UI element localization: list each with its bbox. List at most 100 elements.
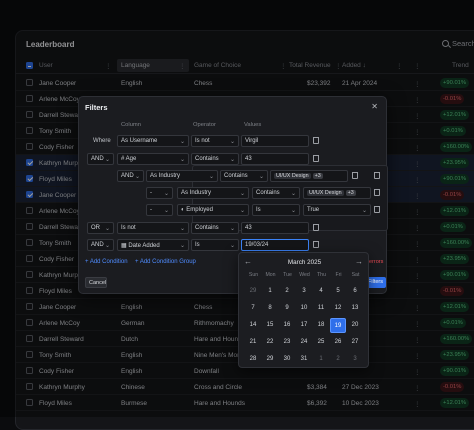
row-checkbox[interactable] <box>26 351 33 358</box>
calendar-day[interactable]: 1 <box>268 288 272 294</box>
row-menu-icon[interactable]: ⋮ <box>414 96 421 104</box>
col-revenue-menu-icon[interactable]: ⋮ <box>335 63 342 70</box>
calendar-day[interactable]: 15 <box>266 322 274 328</box>
calendar-day[interactable]: 6 <box>353 288 357 294</box>
row-menu-icon[interactable]: ⋮ <box>414 240 421 248</box>
g1-column-select[interactable]: As Industry ⌄ <box>146 170 218 182</box>
row-checkbox[interactable] <box>26 239 33 246</box>
col-language[interactable]: Language <box>117 59 189 72</box>
apply-filters-button[interactable]: Filters <box>364 277 386 288</box>
calendar-day[interactable]: 10 <box>300 305 308 311</box>
prev-month-icon[interactable]: ← <box>244 257 252 266</box>
calendar-day[interactable]: 29 <box>266 356 274 362</box>
g3-logic-select[interactable]: - ⌄ <box>146 204 173 216</box>
r2-column-select[interactable]: # Age ⌄ <box>117 153 189 165</box>
r4-column-select[interactable]: ▦ Date Added ⌄ <box>117 239 189 251</box>
row-menu-icon[interactable]: ⋮ <box>414 368 421 376</box>
row-checkbox[interactable] <box>26 287 33 294</box>
g1-logic-select[interactable]: AND ⌄ <box>117 170 144 182</box>
row-menu-icon[interactable]: ⋮ <box>414 304 421 312</box>
calendar-day[interactable]: 4 <box>319 288 323 294</box>
row-checkbox[interactable] <box>26 143 33 150</box>
table-row[interactable]: Jane Cooper English Chess $23,392 21 Apr 202… <box>16 75 474 91</box>
calendar-day[interactable]: 8 <box>268 305 272 311</box>
col-game[interactable]: Game of Choice <box>194 62 241 69</box>
g1-operator-select[interactable]: Contains ⌄ <box>220 170 268 182</box>
col-added[interactable]: Added ↓ <box>342 62 366 69</box>
g1-value-tags[interactable]: UI/UX Design +3 <box>270 170 348 182</box>
calendar-day[interactable]: 5 <box>336 288 340 294</box>
calendar-day[interactable]: 9 <box>285 305 289 311</box>
calendar-day[interactable]: 7 <box>251 305 255 311</box>
row-checkbox[interactable] <box>26 159 33 166</box>
r1-delete-icon[interactable] <box>313 137 319 144</box>
col-revenue[interactable]: Total Revenue <box>289 62 331 69</box>
r3-column-select[interactable]: Is not ⌄ <box>117 222 189 234</box>
calendar-day[interactable]: 26 <box>334 339 342 345</box>
row-menu-icon[interactable]: ⋮ <box>414 112 421 120</box>
table-row[interactable]: Kathryn Murphy Chinese Cross and Circle $3,… <box>16 379 474 395</box>
row-checkbox[interactable] <box>26 127 33 134</box>
row-menu-icon[interactable]: ⋮ <box>414 80 421 88</box>
r1-operator-select[interactable]: Is not ⌄ <box>191 135 239 147</box>
row-checkbox[interactable] <box>26 95 33 102</box>
r1-value-input[interactable]: Virgil <box>241 135 309 147</box>
g3-value-select[interactable]: True ⌄ <box>303 204 371 216</box>
calendar-day[interactable]: 25 <box>317 339 325 345</box>
row-menu-icon[interactable]: ⋮ <box>414 144 421 152</box>
calendar-day[interactable]: 28 <box>249 356 257 362</box>
calendar-day[interactable]: 3 <box>353 356 357 362</box>
row-menu-icon[interactable]: ⋮ <box>414 256 421 264</box>
calendar-day[interactable]: 21 <box>249 339 257 345</box>
calendar-day[interactable]: 24 <box>300 339 308 345</box>
r3-delete-icon[interactable] <box>313 224 319 231</box>
row-menu-icon[interactable]: ⋮ <box>414 208 421 216</box>
r4-logic-select[interactable]: AND ⌄ <box>87 239 114 251</box>
g2-column-select[interactable]: As Industry ⌄ <box>177 187 249 199</box>
row-checkbox[interactable] <box>26 399 33 406</box>
calendar-day[interactable]: 2 <box>285 288 289 294</box>
cancel-button[interactable]: Cancel <box>85 277 107 288</box>
row-menu-icon[interactable]: ⋮ <box>414 160 421 168</box>
calendar-day[interactable]: 19 <box>330 318 346 333</box>
r4-operator-select[interactable]: Is ⌄ <box>191 239 239 251</box>
col-extra-menu-icon[interactable]: ⋮ <box>414 63 421 70</box>
calendar-day[interactable]: 1 <box>319 356 323 362</box>
calendar-day[interactable]: 12 <box>334 305 342 311</box>
row-menu-icon[interactable]: ⋮ <box>414 352 421 360</box>
row-checkbox[interactable] <box>26 175 33 182</box>
col-added-menu-icon[interactable]: ⋮ <box>396 63 403 70</box>
g2-value-tags[interactable]: UI/UX Design +3 <box>303 187 371 199</box>
r2-delete-icon[interactable] <box>313 155 319 162</box>
col-trend[interactable]: Trend <box>452 62 469 69</box>
r2-value-input[interactable]: 43 <box>241 153 309 165</box>
row-checkbox[interactable] <box>26 367 33 374</box>
g3-column-select[interactable]: ◐ Employed ⌄ <box>177 204 249 216</box>
r3-operator-select[interactable]: Contains ⌄ <box>191 222 239 234</box>
row-menu-icon[interactable]: ⋮ <box>414 128 421 136</box>
g2-delete-icon[interactable] <box>374 189 380 196</box>
g3-delete-icon[interactable] <box>374 206 380 213</box>
calendar-day[interactable]: 16 <box>283 322 291 328</box>
col-language-menu-icon[interactable]: ⋮ <box>179 63 186 70</box>
close-icon[interactable]: ✕ <box>371 102 378 111</box>
calendar-day[interactable]: 20 <box>351 322 359 328</box>
calendar-day[interactable]: 14 <box>249 322 257 328</box>
r4-delete-icon[interactable] <box>313 241 319 248</box>
r3-logic-select[interactable]: OR ⌄ <box>87 222 114 234</box>
group-delete-icon[interactable] <box>374 172 380 179</box>
row-checkbox[interactable] <box>26 223 33 230</box>
row-checkbox[interactable] <box>26 207 33 214</box>
r2-operator-select[interactable]: Contains ⌄ <box>191 153 239 165</box>
row-checkbox[interactable] <box>26 303 33 310</box>
table-row[interactable]: Floyd Miles Burmese Hare and Hounds $6,392 1… <box>16 395 474 411</box>
col-user[interactable]: User <box>39 62 53 69</box>
calendar-day[interactable]: 30 <box>283 356 291 362</box>
r2-logic-select[interactable]: AND ⌄ <box>87 153 114 165</box>
r4-date-input[interactable]: 19/03/24 <box>241 239 309 251</box>
calendar-day[interactable]: 11 <box>317 305 325 311</box>
g2-operator-select[interactable]: Contains ⌄ <box>252 187 300 199</box>
calendar-day[interactable]: 13 <box>351 305 359 311</box>
row-menu-icon[interactable]: ⋮ <box>414 272 421 280</box>
add-condition-button[interactable]: + Add Condition <box>85 259 128 265</box>
